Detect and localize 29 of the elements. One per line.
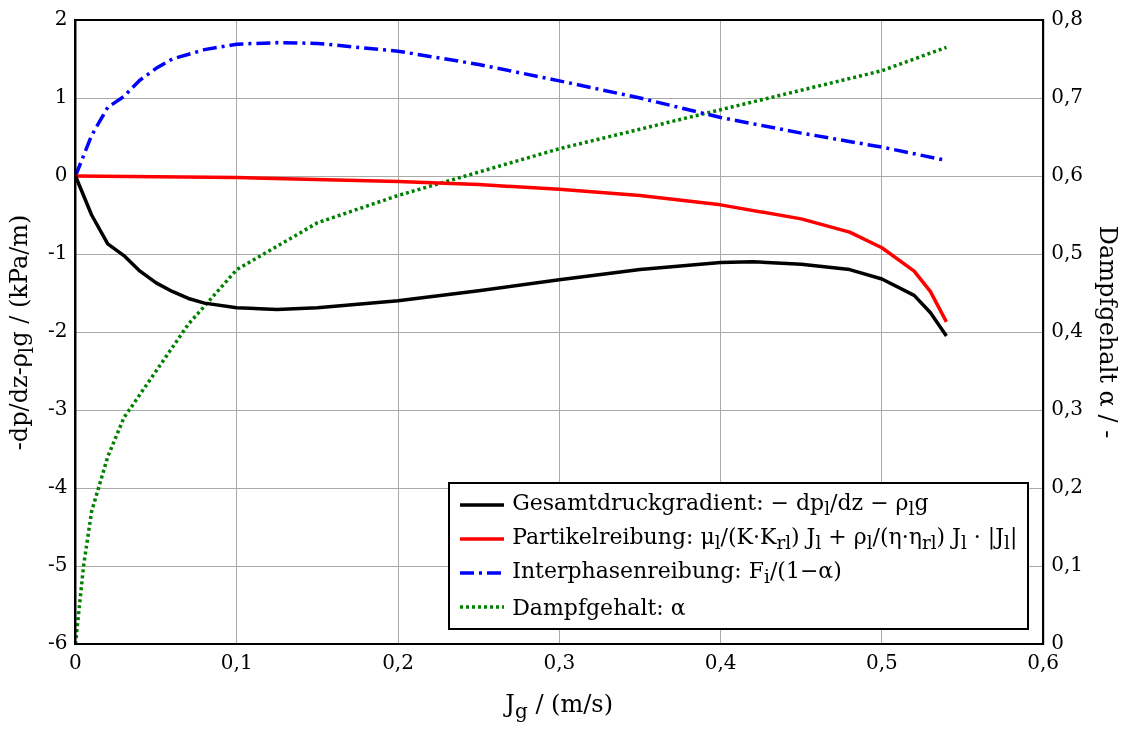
y2-tick-label: 0,6: [1051, 162, 1084, 187]
legend-label: Dampfgehalt: α: [512, 594, 686, 620]
y2-tick-label: 0,7: [1051, 84, 1084, 109]
y2-tick-label: 0,3: [1051, 396, 1084, 421]
y-tick-label: -4: [48, 474, 68, 499]
legend-label: Interphasenreibung: F$_{i}$/(1−α): [512, 558, 842, 588]
legend-label: Gesamtdruckgradient: − dp$_{l}$/dz − ρ$_{l}$g: [512, 490, 929, 520]
x-axis-title: J$_{g}$ / (m/s): [505, 690, 613, 723]
x-tick-label: 0,1: [220, 650, 253, 675]
y-tick-label: -1: [48, 240, 68, 265]
y-tick-label: 2: [54, 6, 68, 31]
y2-tick-label: 0,8: [1051, 6, 1084, 31]
x-tick-label: 0,2: [382, 650, 414, 675]
y-tick-label: 1: [54, 84, 68, 109]
y-tick-label: 0: [54, 162, 68, 187]
x-tick-label: 0,4: [704, 650, 737, 675]
y2-tick-label: 0,2: [1051, 474, 1084, 499]
x-tick-label: 0,3: [543, 650, 576, 675]
y-tick-label: -2: [48, 318, 68, 343]
y2-tick-label: 0,4: [1051, 318, 1084, 343]
y2-tick-label: 0,5: [1051, 240, 1084, 265]
x-tick-label: 0,5: [866, 650, 898, 675]
y2-axis-title: Dampfgehalt α / -: [1093, 225, 1122, 439]
y2-tick-label: 0,1: [1051, 552, 1084, 577]
line-series: [75, 45, 949, 644]
text: Partikelreibung: μ$_{l}$/(K·K$_{rl}$) J$_{l}$ + ρ$_{l}$/(η·η$_{rl}$) J$_{l}$ · |J$_{l}$|: [512, 524, 1018, 554]
y-tick-label: -5: [48, 552, 68, 577]
y-tick-label: -3: [48, 396, 68, 421]
y-tick-label: -6: [48, 630, 68, 655]
